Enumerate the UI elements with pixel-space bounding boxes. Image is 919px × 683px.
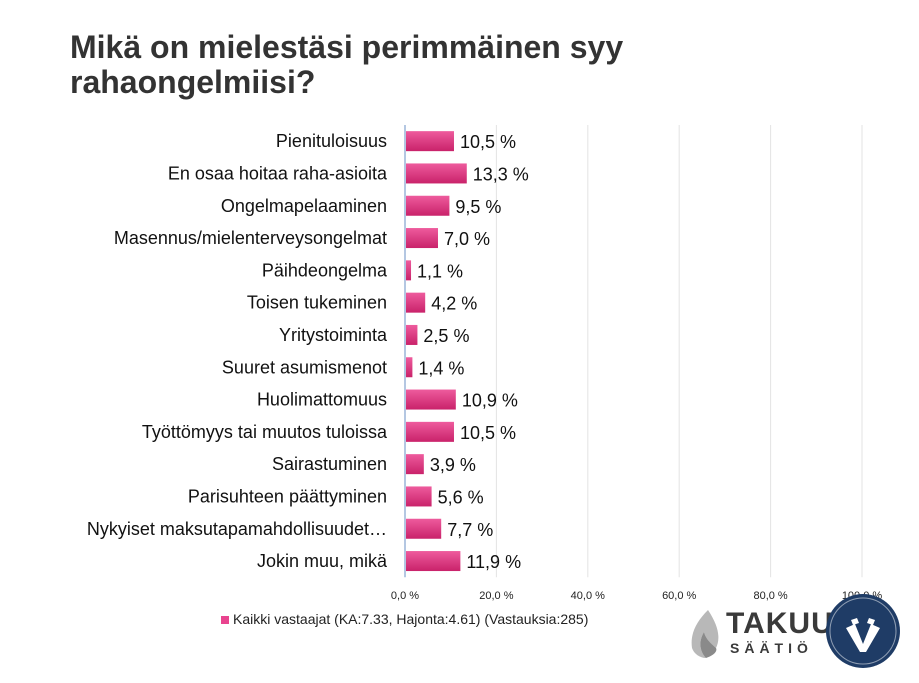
bar: [406, 228, 438, 249]
grid-lines: [404, 125, 863, 578]
category-label: Parisuhteen päättyminen: [188, 486, 387, 506]
takuu-wordmark: TAKUU: [726, 607, 834, 640]
bar: [406, 195, 450, 216]
bars: [406, 131, 467, 572]
bar: [406, 131, 454, 152]
bar: [406, 389, 456, 410]
bar: [406, 421, 454, 442]
category-label: Jokin muu, mikä: [257, 551, 388, 571]
category-label: Toisen tukeminen: [247, 293, 387, 313]
category-label: Masennus/mielenterveysongelmat: [114, 228, 387, 248]
data-label: 1,4 %: [418, 358, 464, 378]
category-label: Päihdeongelma: [262, 260, 388, 280]
legend-label: Kaikki vastaajat (KA:7.33, Hajonta:4.61)…: [233, 611, 589, 627]
bar: [406, 324, 418, 345]
x-axis-ticks: 0,0 %20,0 %40,0 %60,0 %80,0 %100,0 %: [391, 590, 882, 602]
category-label: Suuret asumismenot: [222, 357, 387, 377]
data-label: 10,5 %: [460, 423, 516, 443]
data-label: 13,3 %: [473, 164, 529, 184]
data-label: 2,5 %: [423, 326, 469, 346]
veikkaus-seal: [826, 594, 900, 668]
x-tick-label: 40,0 %: [571, 590, 605, 602]
category-label: Yritystoiminta: [279, 325, 388, 345]
x-tick-label: 20,0 %: [479, 590, 513, 602]
x-tick-label: 0,0 %: [391, 590, 419, 602]
bar: [406, 551, 461, 572]
category-label: Sairastuminen: [272, 454, 387, 474]
category-label: Pienituloisuus: [276, 131, 387, 151]
bar: [406, 454, 424, 475]
flame-icon: [691, 610, 719, 658]
legend: Kaikki vastaajat (KA:7.33, Hajonta:4.61)…: [221, 611, 588, 627]
data-label: 11,9 %: [466, 552, 521, 572]
veikkaus-seal-icon: [829, 597, 897, 665]
data-label: 3,9 %: [430, 455, 476, 475]
bar: [406, 518, 442, 539]
bar: [406, 260, 412, 281]
title-line-1: Mikä on mielestäsi perimmäinen syy: [70, 29, 624, 65]
x-tick-label: 60,0 %: [662, 590, 696, 602]
category-label: Huolimattomuus: [257, 390, 387, 410]
x-tick-label: 80,0 %: [753, 590, 787, 602]
data-label: 7,7 %: [447, 520, 493, 540]
category-label: Ongelmapelaaminen: [221, 196, 387, 216]
category-label: Työttömyys tai muutos tuloissa: [142, 422, 388, 442]
legend-swatch: [221, 616, 229, 625]
data-label: 1,1 %: [417, 261, 463, 281]
data-label: 5,6 %: [438, 487, 484, 507]
data-label: 7,0 %: [444, 229, 490, 249]
data-label: 10,9 %: [462, 391, 518, 411]
data-label: 4,2 %: [431, 294, 477, 314]
bar: [406, 163, 467, 184]
saatio-wordmark: SÄÄTIÖ: [730, 640, 813, 656]
title-line-2: rahaongelmiisi?: [70, 64, 316, 100]
takuu-logo: TAKUU SÄÄTIÖ: [686, 608, 833, 658]
chart-title: Mikä on mielestäsi perimmäinen syy rahao…: [70, 30, 870, 100]
bar: [406, 292, 426, 313]
bar: [406, 357, 413, 378]
bar: [406, 486, 432, 507]
data-labels: 10,5 % 13,3 % 9,5 % 7,0 % 1,1 % 4,2 % 2,5 % 1,4…: [417, 132, 529, 572]
category-labels: Pienituloisuus En osaa hoitaa raha-asioit…: [87, 131, 388, 571]
data-label: 10,5 %: [460, 132, 516, 152]
category-label: Nykyiset maksutapamahdollisuudet…: [87, 519, 387, 539]
data-label: 9,5 %: [455, 197, 501, 217]
category-label: En osaa hoitaa raha-asioita: [168, 163, 388, 183]
